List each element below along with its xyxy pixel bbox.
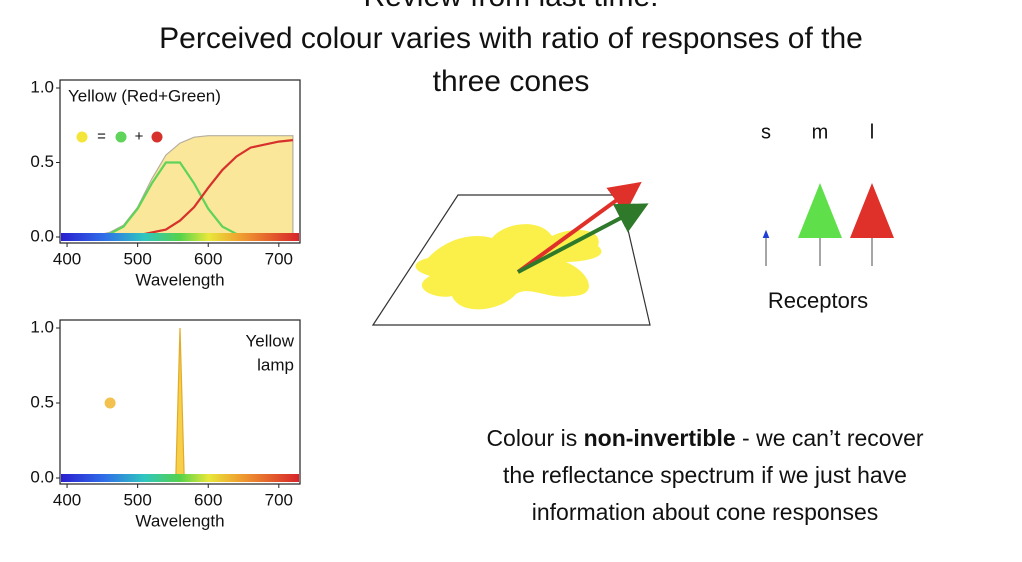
receptor-label: l bbox=[870, 121, 874, 143]
legend-dot bbox=[115, 131, 127, 143]
y-tick-label: 0.0 bbox=[30, 226, 54, 245]
y-tick-label: 0.0 bbox=[30, 467, 54, 486]
equation-sign: + bbox=[135, 128, 144, 145]
x-tick-label: 600 bbox=[194, 490, 222, 509]
x-tick-label: 500 bbox=[123, 249, 151, 268]
note-text: information about cone responses bbox=[532, 499, 879, 525]
spectrum-bar bbox=[61, 233, 299, 241]
y-tick-label: 1.0 bbox=[30, 77, 54, 96]
receptor-response bbox=[762, 229, 770, 238]
note: Colour is non-invertible - we can’t reco… bbox=[486, 425, 923, 525]
x-tick-label: 500 bbox=[123, 490, 151, 509]
chart: 0.0 0.5 1.0 400 500 600 700 Wavelength Yellow (R… bbox=[30, 77, 301, 289]
chart: 0.0 0.5 1.0 400 500 600 700 Wavelength Yellow lam… bbox=[30, 317, 301, 530]
x-tick-label: 700 bbox=[265, 490, 293, 509]
receptor-caption: Receptors bbox=[768, 288, 868, 313]
chart-title: Yellow bbox=[245, 331, 294, 350]
note-text: - we can’t recover bbox=[736, 425, 924, 451]
subtitle: Perceived colour varies with ratio of re… bbox=[159, 22, 863, 55]
x-axis-label: Wavelength bbox=[135, 270, 224, 289]
y-tick-label: 0.5 bbox=[30, 392, 54, 411]
title: Review from last time: bbox=[363, 0, 658, 13]
y-tick-label: 1.0 bbox=[30, 317, 54, 336]
x-axis-label: Wavelength bbox=[135, 511, 224, 530]
receptor-label: m bbox=[812, 121, 829, 143]
y-tick-label: 0.5 bbox=[30, 152, 54, 171]
receptors: s m l Receptors bbox=[761, 121, 894, 313]
area bbox=[67, 135, 294, 238]
x-tick-label: 600 bbox=[194, 249, 222, 268]
note-text: the reflectance spectrum if we just have bbox=[503, 462, 907, 488]
chart-title: Yellow (Red+Green) bbox=[68, 86, 221, 105]
equation-sign: = bbox=[97, 128, 106, 145]
point bbox=[104, 397, 116, 409]
surface-diagram bbox=[371, 181, 651, 326]
note-text: Colour is bbox=[486, 425, 583, 451]
receptor-response bbox=[850, 183, 894, 238]
x-tick-label: 400 bbox=[53, 249, 81, 268]
note-text: non-invertible bbox=[584, 425, 736, 451]
x-tick-label: 700 bbox=[265, 249, 293, 268]
legend-dot bbox=[151, 131, 163, 143]
subtitle: three cones bbox=[433, 65, 590, 98]
legend-dot bbox=[76, 131, 88, 143]
receptor-response bbox=[798, 183, 842, 238]
x-tick-label: 400 bbox=[53, 490, 81, 509]
receptor-label: s bbox=[761, 121, 771, 143]
spectrum-bar bbox=[61, 474, 299, 482]
chart-title: lamp bbox=[257, 355, 294, 374]
